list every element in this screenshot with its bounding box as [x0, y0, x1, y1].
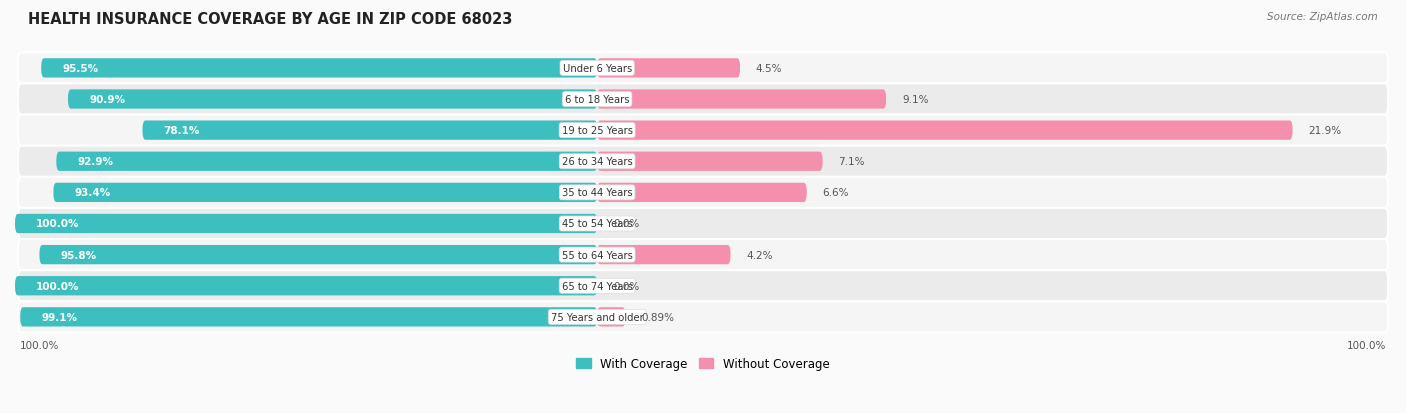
FancyBboxPatch shape — [598, 307, 626, 327]
Text: 65 to 74 Years: 65 to 74 Years — [562, 281, 633, 291]
FancyBboxPatch shape — [53, 183, 598, 202]
Text: 0.0%: 0.0% — [613, 281, 640, 291]
FancyBboxPatch shape — [598, 183, 807, 202]
Text: 9.1%: 9.1% — [903, 95, 928, 105]
Text: 100.0%: 100.0% — [37, 281, 80, 291]
FancyBboxPatch shape — [18, 115, 1388, 146]
FancyBboxPatch shape — [18, 146, 1388, 177]
FancyBboxPatch shape — [41, 59, 598, 78]
FancyBboxPatch shape — [15, 276, 598, 296]
Text: 26 to 34 Years: 26 to 34 Years — [562, 157, 633, 167]
FancyBboxPatch shape — [18, 177, 1388, 209]
Text: 95.5%: 95.5% — [62, 64, 98, 74]
FancyBboxPatch shape — [20, 307, 598, 327]
FancyBboxPatch shape — [598, 152, 823, 171]
FancyBboxPatch shape — [598, 245, 731, 265]
Text: 4.2%: 4.2% — [747, 250, 773, 260]
Text: 0.89%: 0.89% — [641, 312, 675, 322]
FancyBboxPatch shape — [598, 121, 1292, 140]
Text: 93.4%: 93.4% — [75, 188, 111, 198]
Text: 45 to 54 Years: 45 to 54 Years — [562, 219, 633, 229]
Text: Under 6 Years: Under 6 Years — [562, 64, 631, 74]
Text: 55 to 64 Years: 55 to 64 Years — [562, 250, 633, 260]
Text: 99.1%: 99.1% — [41, 312, 77, 322]
Text: 95.8%: 95.8% — [60, 250, 97, 260]
Text: 6.6%: 6.6% — [823, 188, 849, 198]
FancyBboxPatch shape — [18, 84, 1388, 115]
Text: 75 Years and older: 75 Years and older — [551, 312, 644, 322]
FancyBboxPatch shape — [18, 209, 1388, 240]
Text: 4.5%: 4.5% — [756, 64, 782, 74]
FancyBboxPatch shape — [598, 90, 886, 109]
Text: 7.1%: 7.1% — [838, 157, 865, 167]
Text: 21.9%: 21.9% — [1309, 126, 1341, 136]
Text: 35 to 44 Years: 35 to 44 Years — [562, 188, 633, 198]
Text: 78.1%: 78.1% — [163, 126, 200, 136]
FancyBboxPatch shape — [598, 59, 740, 78]
FancyBboxPatch shape — [18, 301, 1388, 332]
Text: 90.9%: 90.9% — [89, 95, 125, 105]
FancyBboxPatch shape — [142, 121, 598, 140]
Text: 92.9%: 92.9% — [77, 157, 114, 167]
FancyBboxPatch shape — [18, 240, 1388, 271]
FancyBboxPatch shape — [56, 152, 598, 171]
FancyBboxPatch shape — [18, 53, 1388, 84]
FancyBboxPatch shape — [15, 214, 598, 234]
Text: 100.0%: 100.0% — [1347, 340, 1386, 350]
FancyBboxPatch shape — [67, 90, 598, 109]
Text: 100.0%: 100.0% — [20, 340, 59, 350]
Text: Source: ZipAtlas.com: Source: ZipAtlas.com — [1267, 12, 1378, 22]
Text: 6 to 18 Years: 6 to 18 Years — [565, 95, 630, 105]
FancyBboxPatch shape — [39, 245, 598, 265]
Text: 0.0%: 0.0% — [613, 219, 640, 229]
Legend: With Coverage, Without Coverage: With Coverage, Without Coverage — [572, 352, 834, 375]
Text: HEALTH INSURANCE COVERAGE BY AGE IN ZIP CODE 68023: HEALTH INSURANCE COVERAGE BY AGE IN ZIP … — [28, 12, 513, 27]
Text: 100.0%: 100.0% — [37, 219, 80, 229]
FancyBboxPatch shape — [18, 271, 1388, 301]
Text: 19 to 25 Years: 19 to 25 Years — [561, 126, 633, 136]
